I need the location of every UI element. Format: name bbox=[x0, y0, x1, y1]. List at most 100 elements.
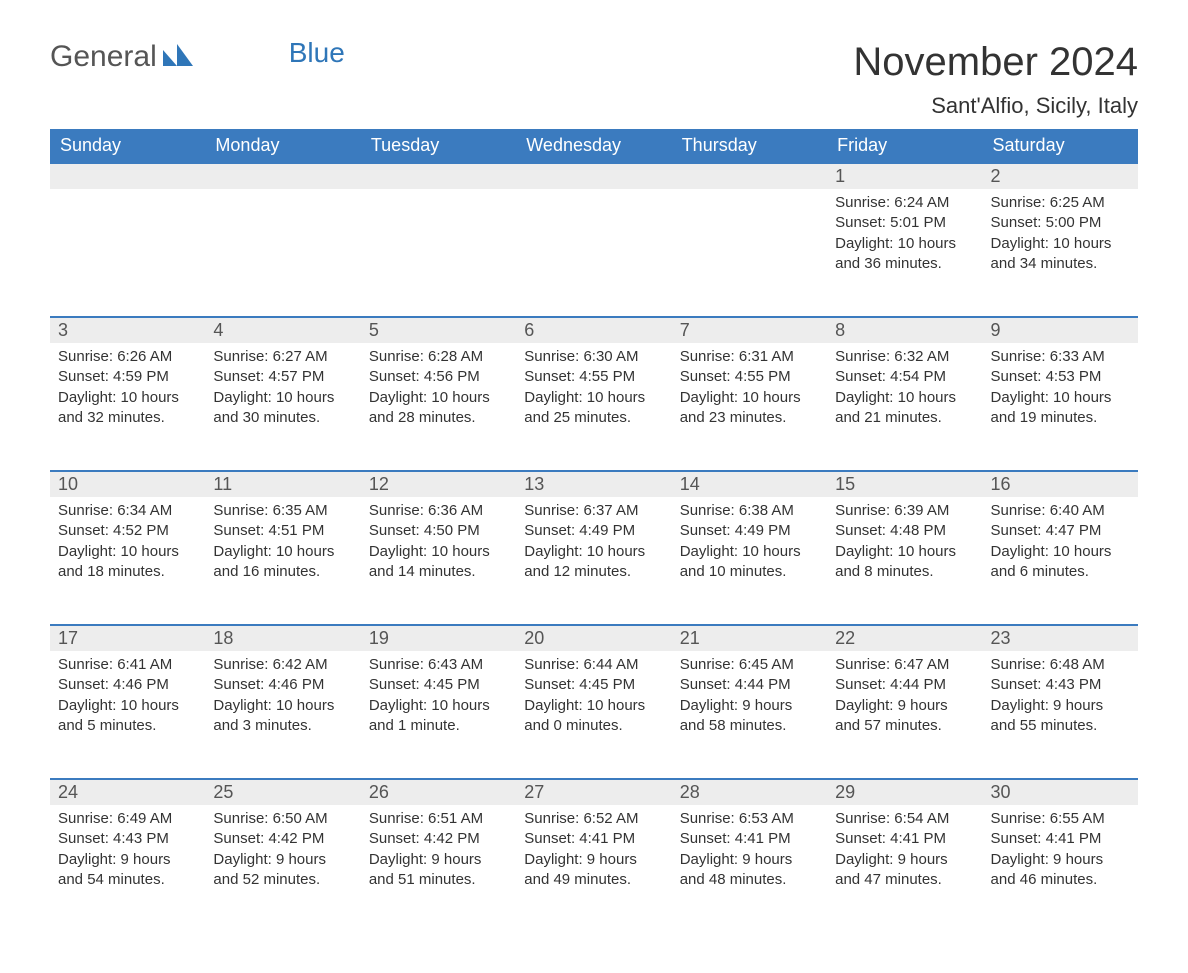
day-cell bbox=[205, 189, 360, 317]
day-body bbox=[205, 189, 360, 316]
day-cell bbox=[516, 189, 671, 317]
day-cell: Sunrise: 6:34 AMSunset: 4:52 PMDaylight:… bbox=[50, 497, 205, 625]
day-cell: Sunrise: 6:42 AMSunset: 4:46 PMDaylight:… bbox=[205, 651, 360, 779]
day-number: 8 bbox=[827, 317, 982, 343]
day-number: 1 bbox=[827, 163, 982, 189]
day-number: 25 bbox=[205, 779, 360, 805]
day-cell bbox=[361, 189, 516, 317]
day-cell: Sunrise: 6:50 AMSunset: 4:42 PMDaylight:… bbox=[205, 805, 360, 933]
day-body: Sunrise: 6:31 AMSunset: 4:55 PMDaylight:… bbox=[672, 343, 827, 470]
day-number bbox=[672, 163, 827, 189]
day-number: 23 bbox=[983, 625, 1138, 651]
weekday-row: SundayMondayTuesdayWednesdayThursdayFrid… bbox=[50, 129, 1138, 163]
day-number: 24 bbox=[50, 779, 205, 805]
day-number-row: 12 bbox=[50, 163, 1138, 189]
day-cell: Sunrise: 6:53 AMSunset: 4:41 PMDaylight:… bbox=[672, 805, 827, 933]
day-body: Sunrise: 6:41 AMSunset: 4:46 PMDaylight:… bbox=[50, 651, 205, 778]
day-body: Sunrise: 6:45 AMSunset: 4:44 PMDaylight:… bbox=[672, 651, 827, 778]
day-body: Sunrise: 6:38 AMSunset: 4:49 PMDaylight:… bbox=[672, 497, 827, 624]
day-number: 27 bbox=[516, 779, 671, 805]
day-body: Sunrise: 6:55 AMSunset: 4:41 PMDaylight:… bbox=[983, 805, 1138, 933]
day-cell: Sunrise: 6:49 AMSunset: 4:43 PMDaylight:… bbox=[50, 805, 205, 933]
day-body bbox=[672, 189, 827, 316]
day-body: Sunrise: 6:42 AMSunset: 4:46 PMDaylight:… bbox=[205, 651, 360, 778]
day-cell: Sunrise: 6:32 AMSunset: 4:54 PMDaylight:… bbox=[827, 343, 982, 471]
day-number: 9 bbox=[983, 317, 1138, 343]
day-number: 17 bbox=[50, 625, 205, 651]
weekday-header: Saturday bbox=[983, 129, 1138, 163]
weekday-header: Sunday bbox=[50, 129, 205, 163]
day-number: 22 bbox=[827, 625, 982, 651]
day-number bbox=[50, 163, 205, 189]
day-cell: Sunrise: 6:33 AMSunset: 4:53 PMDaylight:… bbox=[983, 343, 1138, 471]
day-number: 11 bbox=[205, 471, 360, 497]
day-number-row: 3456789 bbox=[50, 317, 1138, 343]
day-body: Sunrise: 6:36 AMSunset: 4:50 PMDaylight:… bbox=[361, 497, 516, 624]
day-cell: Sunrise: 6:28 AMSunset: 4:56 PMDaylight:… bbox=[361, 343, 516, 471]
day-body: Sunrise: 6:39 AMSunset: 4:48 PMDaylight:… bbox=[827, 497, 982, 624]
day-cell: Sunrise: 6:40 AMSunset: 4:47 PMDaylight:… bbox=[983, 497, 1138, 625]
day-number: 3 bbox=[50, 317, 205, 343]
day-number: 16 bbox=[983, 471, 1138, 497]
day-cell: Sunrise: 6:36 AMSunset: 4:50 PMDaylight:… bbox=[361, 497, 516, 625]
weekday-header: Tuesday bbox=[361, 129, 516, 163]
day-body: Sunrise: 6:24 AMSunset: 5:01 PMDaylight:… bbox=[827, 189, 982, 316]
day-body: Sunrise: 6:35 AMSunset: 4:51 PMDaylight:… bbox=[205, 497, 360, 624]
day-number: 4 bbox=[205, 317, 360, 343]
day-content-row: Sunrise: 6:26 AMSunset: 4:59 PMDaylight:… bbox=[50, 343, 1138, 471]
day-content-row: Sunrise: 6:24 AMSunset: 5:01 PMDaylight:… bbox=[50, 189, 1138, 317]
day-cell: Sunrise: 6:25 AMSunset: 5:00 PMDaylight:… bbox=[983, 189, 1138, 317]
day-body bbox=[50, 189, 205, 316]
day-number: 26 bbox=[361, 779, 516, 805]
day-number: 15 bbox=[827, 471, 982, 497]
day-cell: Sunrise: 6:45 AMSunset: 4:44 PMDaylight:… bbox=[672, 651, 827, 779]
day-body: Sunrise: 6:47 AMSunset: 4:44 PMDaylight:… bbox=[827, 651, 982, 778]
day-body: Sunrise: 6:51 AMSunset: 4:42 PMDaylight:… bbox=[361, 805, 516, 933]
day-cell: Sunrise: 6:41 AMSunset: 4:46 PMDaylight:… bbox=[50, 651, 205, 779]
day-number-row: 10111213141516 bbox=[50, 471, 1138, 497]
day-cell: Sunrise: 6:52 AMSunset: 4:41 PMDaylight:… bbox=[516, 805, 671, 933]
calendar-table: SundayMondayTuesdayWednesdayThursdayFrid… bbox=[50, 129, 1138, 933]
location: Sant'Alfio, Sicily, Italy bbox=[853, 93, 1138, 119]
day-cell: Sunrise: 6:31 AMSunset: 4:55 PMDaylight:… bbox=[672, 343, 827, 471]
day-body: Sunrise: 6:44 AMSunset: 4:45 PMDaylight:… bbox=[516, 651, 671, 778]
day-number bbox=[516, 163, 671, 189]
title-block: November 2024 Sant'Alfio, Sicily, Italy bbox=[853, 40, 1138, 119]
day-body: Sunrise: 6:53 AMSunset: 4:41 PMDaylight:… bbox=[672, 805, 827, 933]
logo: General Blue bbox=[50, 40, 345, 74]
day-body: Sunrise: 6:32 AMSunset: 4:54 PMDaylight:… bbox=[827, 343, 982, 470]
day-cell: Sunrise: 6:39 AMSunset: 4:48 PMDaylight:… bbox=[827, 497, 982, 625]
day-cell: Sunrise: 6:44 AMSunset: 4:45 PMDaylight:… bbox=[516, 651, 671, 779]
weekday-header: Friday bbox=[827, 129, 982, 163]
day-content-row: Sunrise: 6:49 AMSunset: 4:43 PMDaylight:… bbox=[50, 805, 1138, 933]
day-cell: Sunrise: 6:27 AMSunset: 4:57 PMDaylight:… bbox=[205, 343, 360, 471]
day-content-row: Sunrise: 6:41 AMSunset: 4:46 PMDaylight:… bbox=[50, 651, 1138, 779]
day-number: 12 bbox=[361, 471, 516, 497]
weekday-header: Monday bbox=[205, 129, 360, 163]
day-content-row: Sunrise: 6:34 AMSunset: 4:52 PMDaylight:… bbox=[50, 497, 1138, 625]
day-body: Sunrise: 6:30 AMSunset: 4:55 PMDaylight:… bbox=[516, 343, 671, 470]
logo-mark-icon bbox=[163, 40, 193, 74]
day-number-row: 24252627282930 bbox=[50, 779, 1138, 805]
calendar-head: SundayMondayTuesdayWednesdayThursdayFrid… bbox=[50, 129, 1138, 163]
weekday-header: Wednesday bbox=[516, 129, 671, 163]
day-cell: Sunrise: 6:37 AMSunset: 4:49 PMDaylight:… bbox=[516, 497, 671, 625]
day-body: Sunrise: 6:40 AMSunset: 4:47 PMDaylight:… bbox=[983, 497, 1138, 624]
day-cell: Sunrise: 6:55 AMSunset: 4:41 PMDaylight:… bbox=[983, 805, 1138, 933]
day-number: 21 bbox=[672, 625, 827, 651]
day-number bbox=[205, 163, 360, 189]
day-number: 13 bbox=[516, 471, 671, 497]
day-body: Sunrise: 6:34 AMSunset: 4:52 PMDaylight:… bbox=[50, 497, 205, 624]
day-cell bbox=[672, 189, 827, 317]
day-body: Sunrise: 6:27 AMSunset: 4:57 PMDaylight:… bbox=[205, 343, 360, 470]
day-number: 14 bbox=[672, 471, 827, 497]
day-cell bbox=[50, 189, 205, 317]
month-title: November 2024 bbox=[853, 40, 1138, 85]
day-body: Sunrise: 6:43 AMSunset: 4:45 PMDaylight:… bbox=[361, 651, 516, 778]
day-number: 2 bbox=[983, 163, 1138, 189]
day-cell: Sunrise: 6:26 AMSunset: 4:59 PMDaylight:… bbox=[50, 343, 205, 471]
calendar-body: 12Sunrise: 6:24 AMSunset: 5:01 PMDayligh… bbox=[50, 163, 1138, 933]
day-cell: Sunrise: 6:47 AMSunset: 4:44 PMDaylight:… bbox=[827, 651, 982, 779]
day-number: 5 bbox=[361, 317, 516, 343]
day-cell: Sunrise: 6:48 AMSunset: 4:43 PMDaylight:… bbox=[983, 651, 1138, 779]
